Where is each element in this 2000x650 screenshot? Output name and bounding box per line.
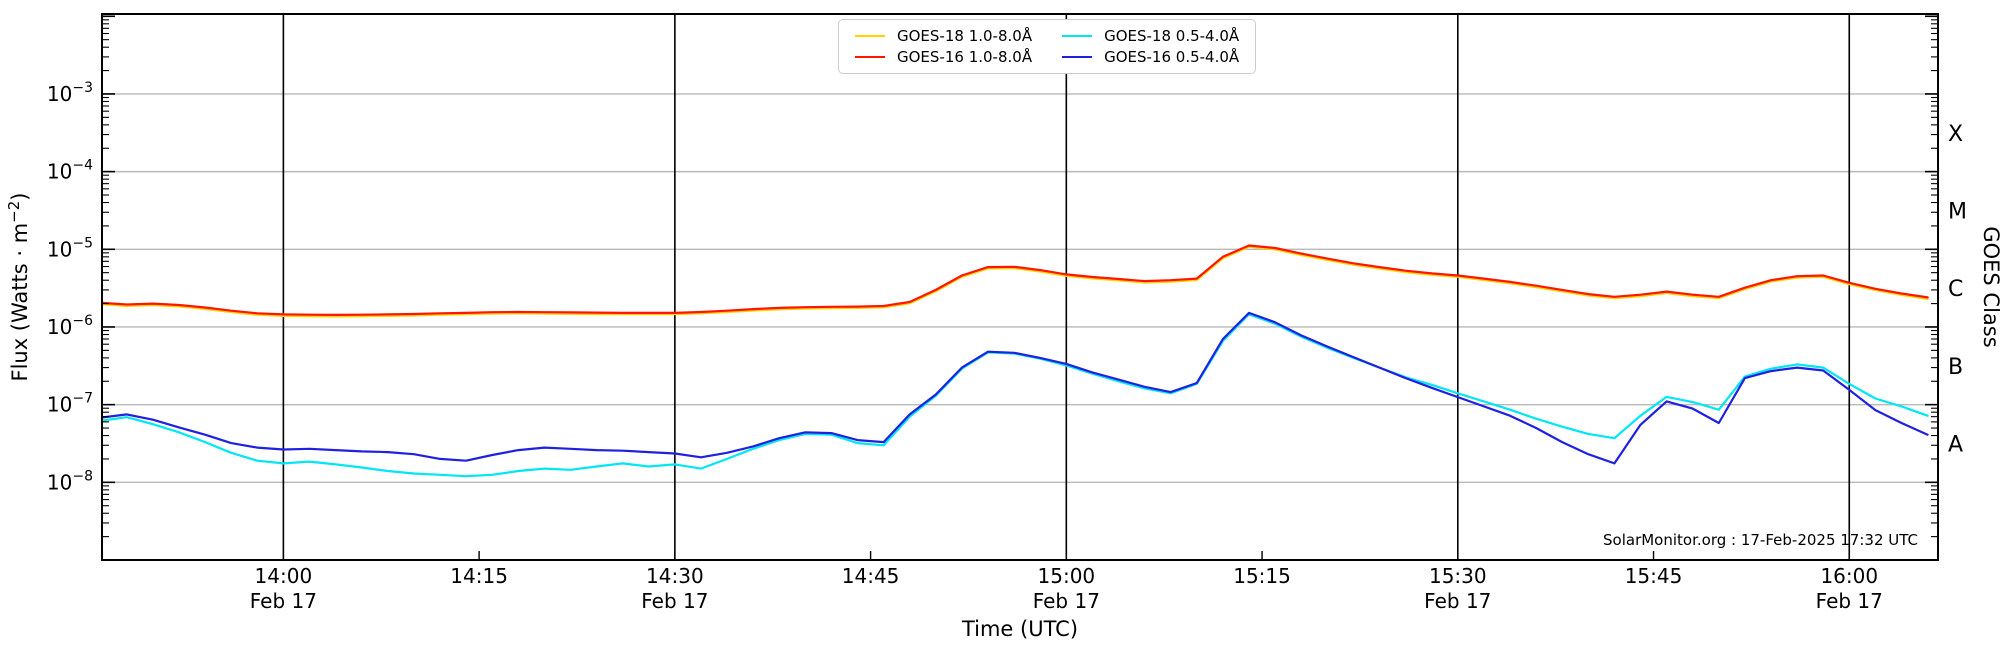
legend-item: GOES-16 1.0-8.0Å bbox=[855, 48, 1032, 66]
x-tick-label: 15:00 bbox=[1038, 564, 1096, 588]
y-tick-label: 10−3 bbox=[47, 80, 93, 106]
goes-class-letter: B bbox=[1948, 355, 1963, 380]
goes-class-letter: X bbox=[1948, 122, 1963, 147]
x-tick-label: 15:15 bbox=[1233, 564, 1291, 588]
legend-item: GOES-18 1.0-8.0Å bbox=[855, 27, 1032, 45]
series-line-goes-18-1-0-8-0- bbox=[102, 245, 1929, 318]
goes-class-letter: M bbox=[1948, 199, 1967, 224]
plot-border bbox=[101, 13, 1939, 561]
legend-label: GOES-16 1.0-8.0Å bbox=[897, 48, 1033, 66]
watermark-annotation: SolarMonitor.org : 17-Feb-2025 17:32 UTC bbox=[1603, 531, 1918, 549]
legend-line-swatch bbox=[855, 35, 885, 37]
y-tick-label: 10−5 bbox=[47, 235, 93, 261]
series-line-goes-16-1-0-8-0- bbox=[102, 244, 1929, 316]
legend-label: GOES-18 0.5-4.0Å bbox=[1104, 27, 1240, 45]
x-tick-label: 15:30 bbox=[1429, 564, 1487, 588]
goes-class-letter: C bbox=[1948, 277, 1963, 302]
x-tick-date-label: Feb 17 bbox=[1033, 589, 1100, 613]
legend-item: GOES-16 0.5-4.0Å bbox=[1062, 48, 1239, 66]
y-tick-label: 10−7 bbox=[47, 391, 93, 417]
goes-class-labels: X M C B A bbox=[1948, 122, 1967, 458]
right-axis-title: GOES Class bbox=[1979, 226, 2000, 347]
legend-line-swatch bbox=[1062, 56, 1093, 58]
horizontal-gridlines bbox=[102, 93, 1938, 484]
y-tick-label: 10−6 bbox=[47, 313, 93, 339]
x-tick-date-label: Feb 17 bbox=[641, 589, 708, 613]
legend-item: GOES-18 0.5-4.0Å bbox=[1062, 27, 1239, 45]
x-tick-date-label: Feb 17 bbox=[1424, 589, 1491, 613]
y-axis-title: Flux (Watts · m−2) bbox=[5, 192, 32, 381]
legend-label: GOES-18 1.0-8.0Å bbox=[897, 27, 1033, 45]
x-tick-label: 15:45 bbox=[1625, 564, 1683, 588]
axis-ticks bbox=[102, 15, 1938, 561]
legend-line-swatch bbox=[855, 56, 885, 58]
x-tick-label: 14:15 bbox=[450, 564, 508, 588]
x-tick-date-label: Feb 17 bbox=[250, 589, 317, 613]
x-axis-title: Time (UTC) bbox=[961, 617, 1078, 641]
vertical-gridlines bbox=[282, 14, 1851, 560]
x-tick-label: 14:30 bbox=[646, 564, 704, 588]
series-line-goes-16-0-5-4-0- bbox=[102, 311, 1929, 465]
y-tick-label: 10−4 bbox=[47, 158, 93, 184]
x-tick-label: 16:00 bbox=[1820, 564, 1878, 588]
x-tick-label: 14:00 bbox=[255, 564, 313, 588]
legend-label: GOES-16 0.5-4.0Å bbox=[1104, 48, 1240, 66]
series-lines bbox=[102, 244, 1929, 478]
y-tick-labels: 10−3 10−4 10−5 10−6 10−7 10−8 bbox=[47, 80, 93, 494]
legend-line-swatch bbox=[1062, 35, 1093, 37]
chart-legend: GOES-18 1.0-8.0Å GOES-16 1.0-8.0Å GOES-18 … bbox=[838, 19, 1257, 74]
goes-class-letter: A bbox=[1948, 432, 1963, 457]
x-tick-date-label: Feb 17 bbox=[1816, 589, 1883, 613]
x-tick-label: 14:45 bbox=[842, 564, 900, 588]
y-tick-label: 10−8 bbox=[47, 468, 93, 494]
